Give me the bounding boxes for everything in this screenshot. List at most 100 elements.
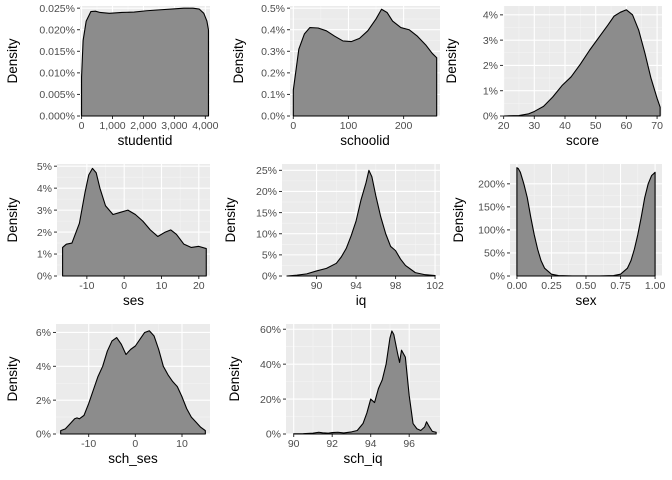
y-axis-title: Density <box>223 197 238 242</box>
density-area-schoolid <box>292 8 438 117</box>
y-tick-label: 0.005% <box>39 89 75 101</box>
y-tick-label: 60% <box>260 324 281 336</box>
x-tick-label: 30 <box>528 120 540 132</box>
y-tick-label: 6% <box>36 327 51 339</box>
y-tick-label: 2% <box>36 395 51 407</box>
panel-schoolid: 0 100 200 0.0% 0.1% 0.2% 0.3% 0.4% 0.5% schoolid D… <box>231 3 440 148</box>
y-axis-title: Density <box>5 356 20 401</box>
y-axis-title: Density <box>227 356 242 401</box>
x-tick-label: 90 <box>311 280 323 292</box>
x-tick-label: 0.75 <box>610 280 631 292</box>
x-tick-label: 94 <box>350 280 362 292</box>
y-tick-label: 4% <box>36 361 51 373</box>
y-tick-label: 20% <box>260 394 281 406</box>
y-tick-label: 0.010% <box>39 68 75 80</box>
x-tick-label: 0 <box>132 438 138 450</box>
y-tick-label: 0.3% <box>261 46 285 58</box>
x-tick-label: 50 <box>590 120 602 132</box>
density-area-sex <box>516 167 656 277</box>
x-axis-title: score <box>566 133 599 148</box>
x-tick-label: 40 <box>559 120 571 132</box>
x-tick-label: 0 <box>290 120 296 132</box>
y-tick-label: 150% <box>478 202 505 214</box>
x-tick-label: 100 <box>340 120 358 132</box>
y-tick-label: 5% <box>37 161 52 173</box>
x-axis-title: sch_iq <box>343 451 382 466</box>
y-axis-title: Density <box>5 38 20 83</box>
x-tick-label: 200 <box>395 120 413 132</box>
x-tick-label: 0.25 <box>541 280 562 292</box>
x-tick-label: 102 <box>426 280 444 292</box>
y-tick-label: 0.0% <box>261 111 285 123</box>
y-tick-label: 0.2% <box>261 68 285 80</box>
y-tick-label: 20% <box>256 186 277 198</box>
y-tick-label: 0.015% <box>39 46 75 58</box>
x-tick-label: 96 <box>403 438 415 450</box>
y-tick-label: 0.000% <box>39 111 75 123</box>
x-tick-label: 1.00 <box>645 280 666 292</box>
panel-score: 20 30 40 50 60 70 0% 1% 2% 3% 4% score Density <box>444 6 663 148</box>
x-tick-label: 94 <box>365 438 377 450</box>
y-tick-label: 2% <box>483 60 498 72</box>
y-tick-label: 40% <box>260 359 281 371</box>
panel-ses: -10 0 10 20 0% 1% 2% 3% 4% 5% ses Density <box>5 161 210 308</box>
y-tick-label: 0% <box>266 429 281 441</box>
density-area-sch_ses <box>60 330 206 435</box>
x-axis-title: sch_ses <box>108 451 158 466</box>
x-tick-label: 0.50 <box>576 280 597 292</box>
y-tick-label: 2% <box>37 227 52 239</box>
y-axis-title: Density <box>444 38 459 83</box>
x-tick-label: 1,000 <box>99 120 125 132</box>
density-area-ses <box>62 167 207 277</box>
y-axis-title: Density <box>5 197 20 242</box>
x-tick-label: 92 <box>326 438 338 450</box>
y-tick-label: 100% <box>478 225 505 237</box>
x-tick-label: -10 <box>79 280 94 292</box>
y-tick-label: 1% <box>37 249 52 261</box>
density-area-studentid <box>81 7 209 117</box>
y-tick-label: 1% <box>483 85 498 97</box>
x-axis-title: iq <box>356 293 367 308</box>
density-area-sch_iq <box>293 330 437 435</box>
density-area-score <box>503 9 661 117</box>
x-tick-label: 2,000 <box>130 120 156 132</box>
y-tick-label: 0% <box>37 271 52 283</box>
y-tick-label: 0.4% <box>261 24 285 36</box>
y-tick-label: 0% <box>36 429 51 441</box>
y-tick-label: 200% <box>478 179 505 191</box>
x-axis-title: studentid <box>118 133 173 148</box>
y-tick-label: 0% <box>262 271 277 283</box>
panel-background <box>286 324 440 434</box>
x-tick-label: 0.00 <box>507 280 528 292</box>
y-tick-label: 0.1% <box>261 89 285 101</box>
y-tick-label: 0% <box>483 111 498 123</box>
x-tick-label: 3,000 <box>161 120 187 132</box>
y-tick-label: 5% <box>262 250 277 262</box>
x-tick-label: 20 <box>193 280 205 292</box>
y-tick-label: 0.5% <box>261 3 285 15</box>
x-tick-label: 20 <box>498 120 510 132</box>
y-tick-label: 4% <box>483 10 498 22</box>
x-tick-label: 60 <box>621 120 633 132</box>
x-tick-label: 4,000 <box>192 120 218 132</box>
x-tick-label: 70 <box>651 120 663 132</box>
y-tick-label: 3% <box>37 205 52 217</box>
x-axis-title: schoolid <box>340 133 390 148</box>
y-tick-label: 10% <box>256 228 277 240</box>
panel-studentid: 0 1,000 2,000 3,000 4,000 0.000% 0.005% 0.010% 0… <box>5 3 219 148</box>
panel-sex: 0.00 0.25 0.50 0.75 1.00 0% 50% 100% 150% 200% sex… <box>451 164 665 308</box>
y-tick-label: 50% <box>484 248 505 260</box>
x-tick-label: -10 <box>81 438 96 450</box>
y-tick-label: 0% <box>490 271 505 283</box>
x-axis-title: ses <box>123 293 144 308</box>
y-axis-title: Density <box>231 38 246 83</box>
y-tick-label: 3% <box>483 35 498 47</box>
panel-sch_iq: 90 92 94 96 0% 20% 40% 60% sch_iq Density <box>227 324 440 466</box>
y-tick-label: 25% <box>256 165 277 177</box>
x-tick-label: 0 <box>79 120 85 132</box>
x-tick-label: 10 <box>176 438 188 450</box>
x-tick-label: 98 <box>390 280 402 292</box>
y-tick-label: 0.020% <box>39 24 75 36</box>
x-tick-label: 0 <box>121 280 127 292</box>
